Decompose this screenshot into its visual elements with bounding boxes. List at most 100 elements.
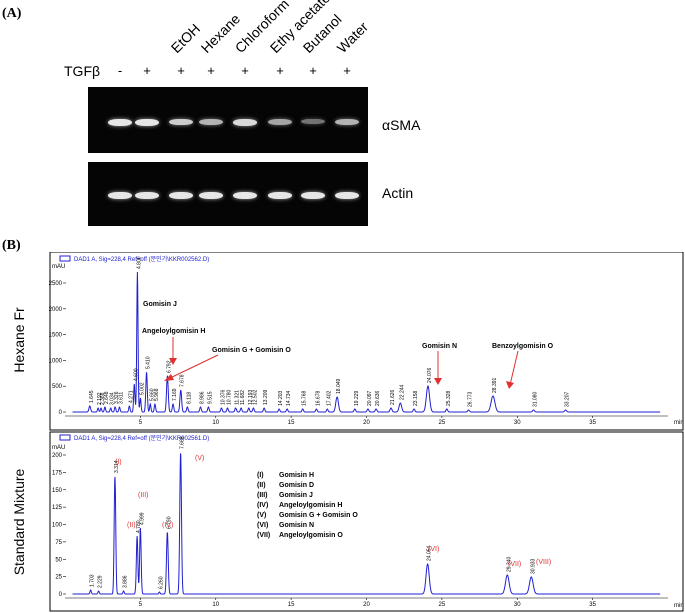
gel-actin-label: Actin [382, 185, 414, 201]
annot-gomisin-g-o: Gomisin G + Gomisin O [212, 347, 291, 354]
bottom-side-label: Standard Mixture [11, 468, 27, 575]
bottom-y-tick: 100 [52, 523, 63, 529]
top-peak-label: 9.515 [207, 391, 213, 404]
top-unit: mAU [52, 264, 65, 270]
legend-id: (VII) [257, 532, 270, 539]
top-peak-label: 21.626 [390, 389, 396, 405]
band-0-2 [169, 119, 193, 126]
annot-gomisin-j: Gomisin J [143, 301, 177, 308]
top-x-tick: 35 [589, 420, 596, 426]
legend-id: (IV) [257, 502, 268, 509]
band-0-7 [335, 119, 359, 126]
bottom-y-tick: 0 [59, 592, 63, 598]
top-peak-label: 4.271 [128, 390, 134, 403]
top-x-tick: 20 [363, 420, 370, 426]
bottom-y-tick: 200 [52, 453, 63, 459]
top-x-tick: 25 [439, 420, 446, 426]
top-peak-label: 16.678 [315, 390, 321, 406]
top-peak-label: 13.209 [263, 389, 269, 405]
top-peak-label: 2.192 [97, 392, 103, 405]
top-peak-label: 28.391 [492, 377, 498, 393]
top-peak-label: 8.986 [199, 391, 205, 404]
top-header: DAD1 A, Sig=228,4 Ref=off (문민기\KKR002562… [74, 255, 209, 263]
bottom-peak-label: 6.260 [158, 576, 164, 589]
band-0-1 [135, 119, 159, 126]
top-peak-label: 24.076 [427, 367, 433, 383]
top-peak-label: 33.207 [565, 391, 571, 407]
top-peak-label: 22.244 [399, 384, 405, 400]
annot-angeloylgomisin-h: Angeloylgomisin H [142, 328, 205, 335]
top-peak-label: 2.648 [104, 391, 110, 404]
band-1-6 [301, 192, 325, 199]
top-peak-label: 5.002 [139, 382, 145, 395]
sign-3: + [207, 63, 215, 78]
top-peak-label: 3.611 [118, 392, 124, 404]
legend-name: Gomisin N [279, 522, 314, 529]
annot-gomisin-n: Gomisin N [422, 343, 457, 350]
top-x-unit: min [674, 420, 684, 426]
band-1-1 [135, 192, 159, 199]
peak-id-5: (V) [195, 455, 204, 462]
annot-benzoylgomisin-o: Benzoylgomisin O [492, 343, 554, 350]
bottom-y-tick: 125 [52, 505, 63, 511]
band-1-4 [233, 192, 257, 199]
bottom-y-tick: 25 [55, 575, 62, 581]
top-peak-label: 5.660 [149, 388, 155, 401]
bottom-x-tick: 30 [514, 602, 521, 608]
band-0-6 [301, 119, 325, 125]
bottom-peak-label: 4.780 [136, 520, 142, 533]
sign-6: + [309, 63, 317, 78]
top-peak-label: 4.600 [133, 368, 139, 381]
top-peak-label: 1.645 [89, 390, 95, 403]
top-y-tick: 2000 [49, 307, 63, 313]
band-1-0 [108, 192, 132, 199]
top-peak-label: 4.800 [136, 256, 142, 269]
top-peak-label: 8.118 [186, 392, 192, 404]
legend-name: Gomisin G + Gomisin O [279, 512, 358, 519]
top-peak-label: 10.780 [227, 389, 233, 405]
top-peak-label: 25.328 [446, 390, 452, 406]
band-0-0 [108, 119, 132, 126]
top-peak-label: 3.034 [110, 392, 116, 405]
top-y-tick: 0 [59, 410, 63, 416]
legend-id: (III) [257, 492, 268, 499]
top-peak-label: 7.678 [180, 374, 186, 387]
band-0-5 [268, 119, 292, 125]
legend-name: Gomisin J [279, 492, 313, 499]
top-y-tick: 2500 [49, 281, 63, 287]
bottom-peak-label: 1.703 [90, 574, 96, 587]
tgf-beta-label: TGFβ [64, 63, 101, 79]
top-peak-label: 26.773 [468, 391, 474, 407]
top-peak-label: 19.229 [354, 390, 360, 406]
top-peak-label: 14.203 [278, 390, 284, 406]
sign-4: + [241, 63, 249, 78]
top-side-label: Hexane Fr [11, 307, 27, 373]
top-y-tick: 1500 [49, 333, 63, 339]
sign-5: + [276, 63, 284, 78]
band-1-3 [199, 192, 223, 199]
peak-id-3: (III) [138, 492, 149, 499]
top-peak-label: 5.968 [154, 388, 160, 401]
peak-id-4: (IV) [162, 522, 173, 529]
bottom-header: DAD1 A, Sig=228,4 Ref=off (문민기\KKR002561… [74, 434, 209, 442]
bottom-peak-label: 4.999 [139, 512, 145, 525]
panel-a-label: (A) [2, 6, 22, 21]
legend-name: Angeloylgomisin H [279, 502, 342, 509]
bottom-y-tick: 50 [55, 557, 62, 563]
top-peak-label: 20.097 [367, 390, 373, 406]
top-peak-label: 12.193 [248, 389, 254, 405]
top-peak-label: 18.049 [336, 378, 342, 394]
bottom-y-tick: 75 [55, 540, 62, 546]
top-peak-label: 7.169 [172, 388, 178, 401]
legend-id: (V) [257, 512, 266, 519]
top-x-tick: 30 [514, 420, 521, 426]
panel-b-label: (B) [2, 238, 21, 253]
band-0-3 [199, 119, 223, 126]
band-0-4 [233, 119, 257, 126]
peak-id-8: (VIII) [536, 559, 551, 566]
top-peak-label: 20.636 [375, 390, 381, 406]
top-peak-label: 10.376 [220, 389, 226, 405]
bottom-unit: mAU [52, 445, 65, 451]
bottom-x-tick: 15 [288, 602, 295, 608]
legend-name: Gomisin D [279, 482, 314, 489]
